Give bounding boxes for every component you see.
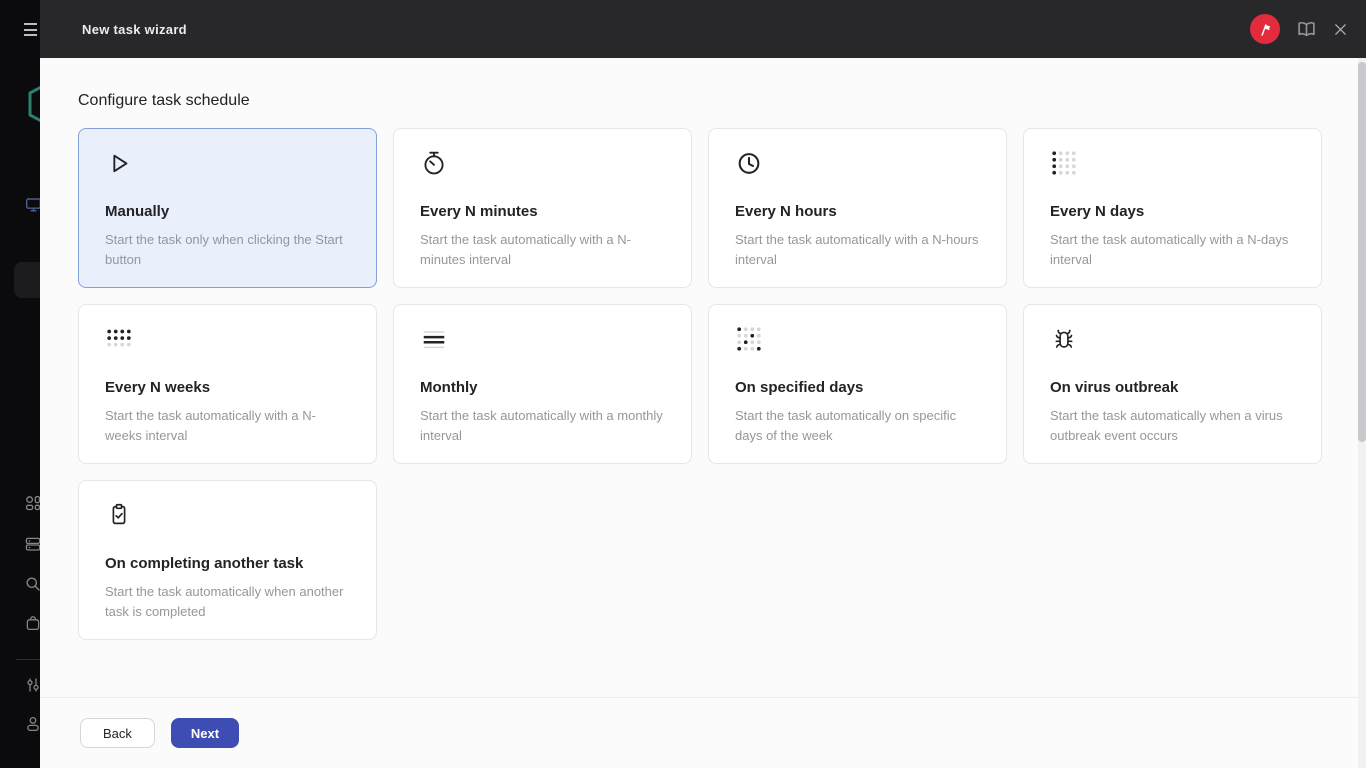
card-title: Manually — [105, 203, 170, 220]
scrollbar — [1358, 58, 1366, 768]
bug-icon — [1050, 325, 1295, 353]
horizontal-lines-icon — [420, 325, 665, 353]
schedule-card-every-n-days[interactable]: Every N days Start the task automaticall… — [1023, 128, 1322, 288]
card-title: Every N hours — [735, 203, 837, 220]
account-icon[interactable] — [25, 716, 40, 732]
sidebar-selected-item[interactable] — [14, 262, 40, 298]
card-description: Start the task automatically with a mont… — [420, 408, 663, 443]
card-description: Start the task automatically on specific… — [735, 408, 957, 443]
search-icon[interactable] — [25, 576, 40, 592]
card-title: Every N minutes — [420, 203, 538, 220]
scrollbar-thumb[interactable] — [1358, 62, 1366, 442]
dot-scatter-icon — [735, 325, 980, 353]
back-button[interactable]: Back — [80, 718, 155, 748]
clock-icon — [735, 149, 980, 177]
card-title: On specified days — [735, 379, 864, 396]
schedule-card-monthly[interactable]: Monthly Start the task automatically wit… — [393, 304, 692, 464]
servers-icon[interactable] — [25, 536, 40, 552]
kaspersky-logo-icon — [28, 86, 40, 122]
notifications-flag-badge[interactable] — [1250, 14, 1280, 44]
header-actions — [1250, 14, 1348, 44]
card-description: Start the task automatically with a N-da… — [1050, 232, 1289, 267]
schedule-card-manually[interactable]: Manually Start the task only when clicki… — [78, 128, 377, 288]
menu-icon[interactable] — [24, 23, 37, 40]
wizard-title: New task wizard — [82, 21, 187, 37]
flag-icon — [1260, 23, 1270, 36]
card-title: Monthly — [420, 379, 478, 396]
users-icon[interactable] — [25, 495, 40, 511]
card-description: Start the task automatically with a N-we… — [105, 408, 316, 443]
card-title: Every N days — [1050, 203, 1145, 220]
schedule-card-every-n-hours[interactable]: Every N hours Start the task automatical… — [708, 128, 1007, 288]
dot-grid-rows-icon — [105, 325, 350, 353]
schedule-card-every-n-minutes[interactable]: Every N minutes Start the task automatic… — [393, 128, 692, 288]
sidebar-divider — [16, 659, 40, 660]
close-icon[interactable] — [1333, 22, 1348, 37]
stopwatch-icon — [420, 149, 665, 177]
card-description: Start the task automatically when anothe… — [105, 584, 344, 619]
next-button[interactable]: Next — [170, 718, 240, 748]
card-title: On virus outbreak — [1050, 379, 1179, 396]
card-description: Start the task automatically when a viru… — [1050, 408, 1283, 443]
dot-grid-column-icon — [1050, 149, 1295, 177]
marketplace-bag-icon[interactable] — [25, 615, 40, 631]
wizard-footer: Back Next — [40, 697, 1366, 768]
schedule-card-on-virus-outbreak[interactable]: On virus outbreak Start the task automat… — [1023, 304, 1322, 464]
app-sidebar — [0, 0, 40, 768]
schedule-card-on-completing-another-task[interactable]: On completing another task Start the tas… — [78, 480, 377, 640]
wizard-panel: Configure task schedule Manually Start t… — [40, 58, 1366, 768]
card-description: Start the task automatically with a N-mi… — [420, 232, 631, 267]
wizard-header: New task wizard — [40, 0, 1366, 58]
clipboard-check-icon — [105, 501, 350, 529]
play-icon — [105, 149, 350, 177]
card-title: Every N weeks — [105, 379, 211, 396]
devices-icon[interactable] — [25, 197, 40, 213]
console-settings-icon[interactable] — [25, 677, 40, 693]
schedule-card-every-n-weeks[interactable]: Every N weeks Start the task automatical… — [78, 304, 377, 464]
card-title: On completing another task — [105, 555, 304, 572]
schedule-options-grid: Manually Start the task only when clicki… — [78, 128, 1366, 640]
page-title: Configure task schedule — [78, 92, 250, 109]
help-book-icon[interactable] — [1297, 20, 1316, 39]
schedule-card-on-specified-days[interactable]: On specified days Start the task automat… — [708, 304, 1007, 464]
card-description: Start the task automatically with a N-ho… — [735, 232, 979, 267]
card-description: Start the task only when clicking the St… — [105, 232, 343, 267]
